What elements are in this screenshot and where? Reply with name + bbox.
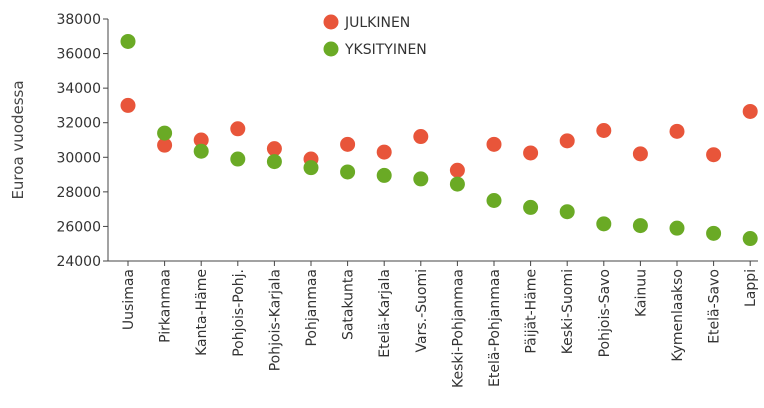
legend-marker xyxy=(323,14,339,30)
y-tick-label: 30000 xyxy=(56,150,101,166)
data-point xyxy=(376,167,392,183)
data-point xyxy=(486,193,502,208)
data-point xyxy=(157,125,173,141)
legend-label: YKSITYINEN xyxy=(344,42,427,58)
data-point xyxy=(632,146,648,162)
data-point xyxy=(340,136,356,152)
data-point xyxy=(596,216,612,232)
x-tick-label: Etelä-Pohjanmaa xyxy=(487,269,503,387)
x-tick-label: Kainuu xyxy=(633,269,649,317)
data-point xyxy=(742,103,758,119)
data-point xyxy=(266,154,282,170)
data-point xyxy=(449,162,465,178)
x-tick-label: Pohjois-Pohj. xyxy=(231,269,247,357)
data-point xyxy=(706,225,722,241)
data-point xyxy=(157,137,173,153)
x-tick-label: Keski-Suomi xyxy=(560,269,576,354)
data-point xyxy=(193,143,209,159)
data-point xyxy=(413,171,429,187)
data-point xyxy=(120,33,136,49)
data-point xyxy=(266,141,282,157)
series-yksityinen xyxy=(120,33,758,247)
y-tick-label: 28000 xyxy=(56,185,101,201)
data-point xyxy=(706,147,722,163)
x-tick-label: Etelä-Savo xyxy=(707,269,723,344)
y-tick-label: 32000 xyxy=(56,116,101,132)
x-tick-label: Kymenlaakso xyxy=(670,269,686,362)
x-tick-label: Vars.-Suomi xyxy=(414,269,430,352)
data-point xyxy=(230,151,246,167)
y-tick-label: 26000 xyxy=(56,219,101,235)
x-tick-label: Satakunta xyxy=(341,269,357,340)
legend-label: JULKINEN xyxy=(344,15,410,31)
x-tick-label: Pohjois-Karjala xyxy=(267,269,283,371)
x-axis-ticks: Uusimaa Pirkanmaa Kanta-Häme Pohjois-Pohj. P… xyxy=(121,261,759,388)
data-point xyxy=(193,132,209,148)
y-axis-label: Euroa vuodessa xyxy=(9,80,27,199)
data-point xyxy=(669,123,685,139)
x-tick-label: Etelä-Karjala xyxy=(377,269,393,358)
x-tick-label: Päijät-Häme xyxy=(524,269,540,354)
x-tick-label: Lappi xyxy=(743,269,759,307)
x-tick-label: Uusimaa xyxy=(121,269,137,330)
x-tick-label: Pirkanmaa xyxy=(158,269,174,343)
x-tick-label: Keski-Pohjanmaa xyxy=(450,269,466,388)
data-point xyxy=(340,164,356,180)
x-tick-label: Pohjois-Savo xyxy=(597,269,613,357)
data-point xyxy=(230,121,246,137)
data-point xyxy=(486,136,502,152)
data-point xyxy=(523,145,539,161)
legend-marker xyxy=(323,41,339,57)
data-point xyxy=(742,231,758,247)
x-tick-label: Pohjanmaa xyxy=(304,269,320,347)
data-point xyxy=(632,218,648,234)
y-tick-label: 36000 xyxy=(56,47,101,63)
y-tick-label: 24000 xyxy=(56,254,101,270)
data-point xyxy=(303,160,319,176)
data-point xyxy=(596,122,612,138)
series-julkinen xyxy=(120,97,758,178)
y-tick-label: 34000 xyxy=(56,81,101,97)
data-point xyxy=(376,144,392,160)
data-point xyxy=(559,133,575,149)
data-point xyxy=(413,129,429,145)
data-point xyxy=(559,204,575,220)
data-point xyxy=(120,97,136,113)
x-tick-label: Kanta-Häme xyxy=(194,269,210,356)
data-points xyxy=(120,33,758,247)
y-axis-ticks: 24000 26000 28000 30000 32000 34000 36000 38000 xyxy=(56,12,108,270)
legend: JULKINEN YKSITYINEN xyxy=(323,14,427,58)
data-point xyxy=(523,199,539,215)
data-point xyxy=(449,176,465,192)
y-tick-label: 38000 xyxy=(56,12,101,28)
data-point xyxy=(669,220,685,236)
axes xyxy=(107,19,758,262)
